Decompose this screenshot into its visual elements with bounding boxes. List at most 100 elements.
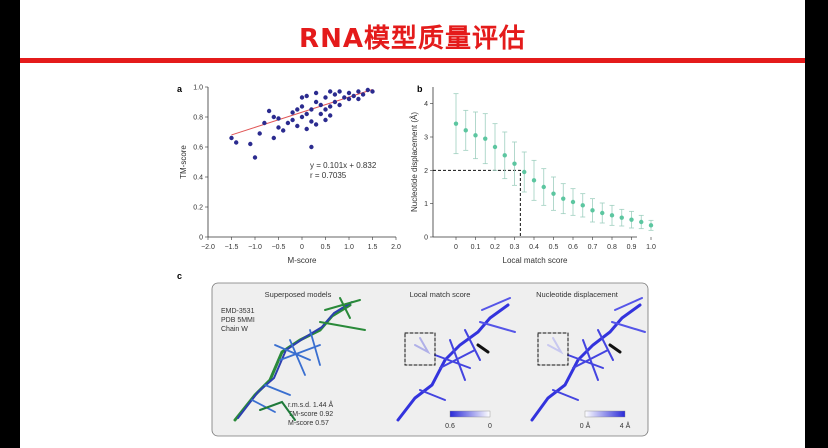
x-tick-label: 0.2 <box>490 244 500 251</box>
x-tick-label: 0 <box>454 244 458 251</box>
data-point <box>473 133 478 138</box>
scatter-point <box>229 135 234 141</box>
data-point <box>463 128 468 133</box>
scatter-point <box>323 117 328 123</box>
panel-b-points <box>453 121 654 228</box>
panel-a-ylabel: TM-score <box>179 145 188 179</box>
scatter-point <box>271 135 276 141</box>
data-point <box>590 208 595 213</box>
panel-b-threshold-lines <box>433 169 521 237</box>
panel-b-error-bars <box>453 93 654 231</box>
colorbar2-left-label: 0 Å <box>580 421 591 430</box>
scatter-point <box>346 96 352 102</box>
colorbar2-right-label: 4 Å <box>620 421 631 430</box>
scatter-point <box>257 131 262 136</box>
scatter-point <box>323 107 328 112</box>
data-point <box>570 199 576 205</box>
colorbar1-left-label: 0.6 <box>445 423 455 430</box>
displacement-structure-image <box>530 297 646 422</box>
x-tick-label: 0.9 <box>627 244 637 251</box>
panel-c-displacement-title: Nucleotide displacement <box>536 290 619 299</box>
panel-a-r-value: r = 0.7035 <box>310 171 347 180</box>
data-point <box>619 215 624 220</box>
panel-c-label: c <box>177 271 182 281</box>
scatter-point <box>262 120 267 126</box>
data-point <box>522 169 527 175</box>
y-tick-label: 0.2 <box>193 205 203 212</box>
panel-b-axes <box>432 87 637 238</box>
scatter-point <box>281 128 286 133</box>
colorbar1-right-label: 0 <box>488 423 492 430</box>
data-point <box>629 217 634 222</box>
scatter-point <box>346 90 352 96</box>
scatter-point <box>299 114 305 120</box>
slide-title: RNA模型质量评估 <box>299 24 526 54</box>
scatter-point <box>332 99 338 105</box>
scatter-point <box>370 89 375 94</box>
x-tick-label: 0.8 <box>607 244 617 251</box>
panel-a-label: a <box>177 84 183 94</box>
x-tick-label: 1.0 <box>646 244 656 251</box>
superposed-structure-image <box>233 297 366 422</box>
data-point <box>512 161 517 166</box>
scatter-point <box>342 95 347 100</box>
x-tick-label: 0.6 <box>568 244 578 251</box>
scatter-point <box>351 93 356 99</box>
y-tick-label: 3 <box>424 135 428 142</box>
scatter-point <box>304 93 309 99</box>
y-tick-label: 2 <box>424 168 428 175</box>
panel-c-local-match-title: Local match score <box>410 290 471 299</box>
panel-c-superposed-title: Superposed models <box>265 290 332 299</box>
scatter-point <box>276 116 281 121</box>
x-tick-label: −2.0 <box>201 244 215 251</box>
scatter-point <box>271 114 276 120</box>
displacement-colorbar <box>584 410 626 418</box>
scatter-point <box>337 102 342 108</box>
slide: RNA模型质量评估 a −2.0 −1.5 −1.0 −0.5 0 0.5 1.0 1.5 2.… <box>20 0 805 448</box>
scatter-point <box>304 111 309 117</box>
y-tick-label: 0.4 <box>193 175 203 182</box>
scatter-point <box>290 110 295 115</box>
figure: a −2.0 −1.5 −1.0 −0.5 0 0.5 1.0 1.5 2.0 00.20.40… <box>177 84 656 437</box>
panel-b-xlabel: Local match score <box>503 256 568 265</box>
panel-a-equation: y = 0.101x + 0.832 <box>310 161 377 170</box>
y-tick-label: 0.8 <box>193 115 203 122</box>
data-point <box>600 210 605 216</box>
y-tick-label: 4 <box>424 101 428 108</box>
data-point <box>609 213 615 218</box>
data-point <box>648 223 654 228</box>
x-tick-label: −0.5 <box>272 244 286 251</box>
panel-b-label: b <box>417 84 423 94</box>
metric-m-score: M-score 0.57 <box>288 420 329 427</box>
data-point <box>551 191 556 196</box>
data-point <box>561 196 566 201</box>
panel-b-x-ticks: 0 0.1 0.2 0.3 0.4 0.5 0.6 0.7 0.8 0.9 1.0 <box>454 237 656 251</box>
metric-rmsd: r.m.s.d. 1.44 Å <box>288 400 333 409</box>
info-line-3: Chain W <box>221 326 248 333</box>
scatter-point <box>276 125 281 130</box>
x-tick-label: 1.5 <box>368 244 378 251</box>
title-underline <box>20 58 805 63</box>
panel-a-y-ticks: 0 0.2 0.4 0.6 0.8 1.0 <box>193 85 208 242</box>
info-line-1: EMD-3531 <box>221 308 255 315</box>
scatter-point <box>328 113 333 118</box>
data-point <box>580 203 585 208</box>
data-point <box>483 136 488 141</box>
scatter-point <box>332 92 338 97</box>
scatter-point <box>295 107 300 112</box>
scatter-point <box>299 95 305 100</box>
scatter-point <box>356 96 361 102</box>
scatter-point <box>299 104 305 109</box>
y-tick-label: 1.0 <box>193 85 203 92</box>
local-match-colorbar <box>449 410 491 418</box>
scatter-point <box>290 117 295 123</box>
x-tick-label: 0.3 <box>510 244 520 251</box>
metric-tm-score: TM-score 0.92 <box>288 411 333 418</box>
x-tick-label: 2.0 <box>391 244 401 251</box>
scatter-point <box>323 95 328 100</box>
x-tick-label: 0.5 <box>549 244 559 251</box>
scatter-point <box>285 120 291 126</box>
scatter-point <box>313 99 319 105</box>
scatter-point <box>304 126 309 132</box>
x-tick-label: 0.4 <box>529 244 539 251</box>
